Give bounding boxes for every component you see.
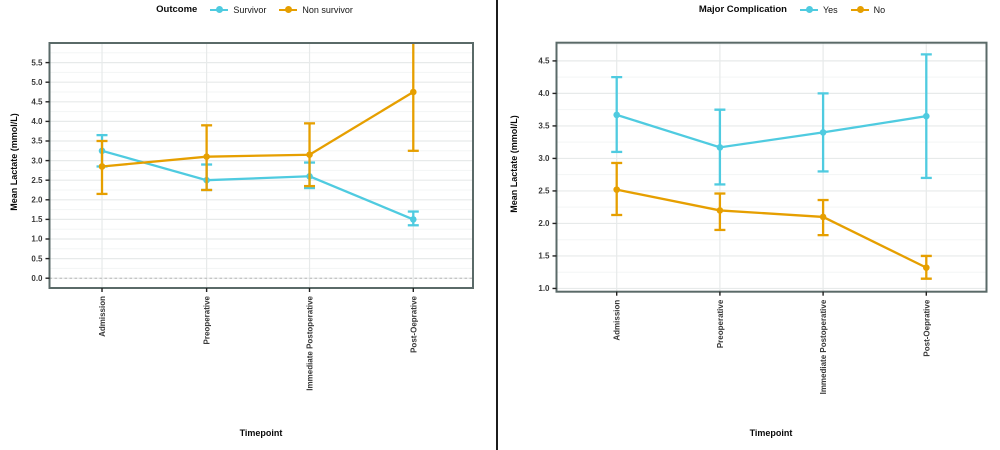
complication-chart-region: Major Complication Yes No 1.0 1.5 2.0 2.5 3.… bbox=[500, 0, 1000, 450]
panel-border bbox=[555, 41, 988, 293]
data-point bbox=[306, 151, 313, 159]
legend-title: Outcome bbox=[156, 4, 198, 15]
y-tick-label: 3.5 bbox=[31, 137, 43, 146]
data-point bbox=[819, 213, 827, 221]
series-line bbox=[101, 91, 414, 168]
plot-panel bbox=[556, 42, 987, 292]
legend-label: Non survivor bbox=[302, 4, 353, 15]
x-axis-title: Timepoint bbox=[239, 428, 283, 438]
data-point bbox=[716, 144, 724, 151]
y-tick-label: 1.5 bbox=[538, 252, 550, 261]
data-point bbox=[409, 216, 417, 223]
pointrange-key-icon bbox=[850, 5, 869, 14]
pointrange-key-icon bbox=[210, 5, 229, 14]
y-tick-label: 4.0 bbox=[31, 117, 43, 126]
data-point bbox=[613, 111, 620, 119]
complication-legend: Major Complication Yes No bbox=[542, 4, 1000, 15]
pointrange-key-icon bbox=[799, 5, 818, 14]
legend-title: Major Complication bbox=[698, 4, 787, 15]
y-tick-label: 2.5 bbox=[538, 187, 550, 196]
series-line bbox=[101, 149, 414, 221]
y-axis-title: Mean Lactate (mmol/L) bbox=[9, 113, 19, 211]
x-tick-label: Admission bbox=[613, 300, 622, 341]
y-tick-label: 2.0 bbox=[538, 219, 550, 228]
y-tick-label: 2.0 bbox=[31, 196, 43, 205]
y-axis-title: Mean Lactate (mmol/L) bbox=[509, 115, 519, 213]
y-tick-label: 0.0 bbox=[31, 274, 43, 283]
legend-item-non-survivor: Non survivor bbox=[279, 5, 353, 15]
series-layer bbox=[611, 53, 932, 280]
y-tick-label: 2.5 bbox=[31, 176, 43, 185]
data-point bbox=[98, 163, 106, 170]
panel-divider bbox=[496, 0, 498, 450]
y-tick-label: 1.0 bbox=[31, 235, 43, 244]
data-point bbox=[203, 153, 210, 160]
y-tick-label: 5.0 bbox=[31, 78, 43, 87]
outcome-legend: Outcome Survivor Non survivor bbox=[6, 4, 503, 15]
x-tick-label: Admission bbox=[98, 296, 107, 337]
x-tick-label: Post-Oeprative bbox=[922, 299, 931, 356]
x-tick-label: Preoperative bbox=[203, 295, 212, 344]
x-tick-label: Immediate Postoperative bbox=[819, 299, 828, 394]
y-tick-label: 4.5 bbox=[31, 98, 43, 107]
y-tick-label: 4.5 bbox=[538, 57, 550, 66]
data-point bbox=[923, 112, 930, 120]
legend-item-no: No bbox=[850, 4, 886, 15]
y-tick-label: 3.0 bbox=[538, 154, 550, 163]
legend-label: No bbox=[873, 4, 886, 15]
series-line bbox=[616, 113, 927, 149]
data-point bbox=[923, 264, 930, 271]
legend-label: Survivor bbox=[233, 4, 267, 15]
y-tick-label: 1.0 bbox=[538, 284, 550, 293]
data-point bbox=[819, 129, 827, 136]
legend-item-yes: Yes bbox=[799, 4, 838, 15]
series-layer bbox=[96, 43, 419, 227]
data-point bbox=[613, 186, 620, 193]
x-tick-label: Post-Oeprative bbox=[409, 295, 418, 352]
series-line bbox=[616, 188, 927, 269]
data-point bbox=[716, 207, 724, 214]
panel-border bbox=[48, 42, 474, 289]
legend-label: Yes bbox=[822, 4, 838, 15]
y-tick-label: 3.0 bbox=[31, 156, 43, 165]
x-tick-label: Preoperative bbox=[716, 299, 725, 348]
y-tick-label: 3.5 bbox=[538, 122, 550, 131]
y-tick-label: 4.0 bbox=[538, 89, 550, 98]
legend-item-survivor: Survivor bbox=[210, 5, 266, 15]
y-tick-label: 5.5 bbox=[31, 58, 43, 67]
data-point bbox=[409, 88, 417, 96]
pointrange-key-icon bbox=[279, 5, 298, 14]
complication-plot-svg: 1.0 1.5 2.0 2.5 3.0 3.5 4.0 4.5 Admission Preoper… bbox=[538, 41, 988, 394]
y-tick-label: 0.5 bbox=[31, 254, 43, 263]
outcome-chart-region: Outcome Survivor Non survivor 0.0 0.5 1.0 1… bbox=[0, 0, 497, 450]
x-axis-title: Timepoint bbox=[749, 428, 793, 438]
outcome-plot-svg: 0.0 0.5 1.0 1.5 2.0 2.5 3.0 3.5 4.0 4.5 5.0 5.5 Admi… bbox=[31, 42, 474, 391]
y-tick-label: 1.5 bbox=[31, 215, 43, 224]
x-tick-label: Immediate Postoperative bbox=[306, 295, 315, 390]
